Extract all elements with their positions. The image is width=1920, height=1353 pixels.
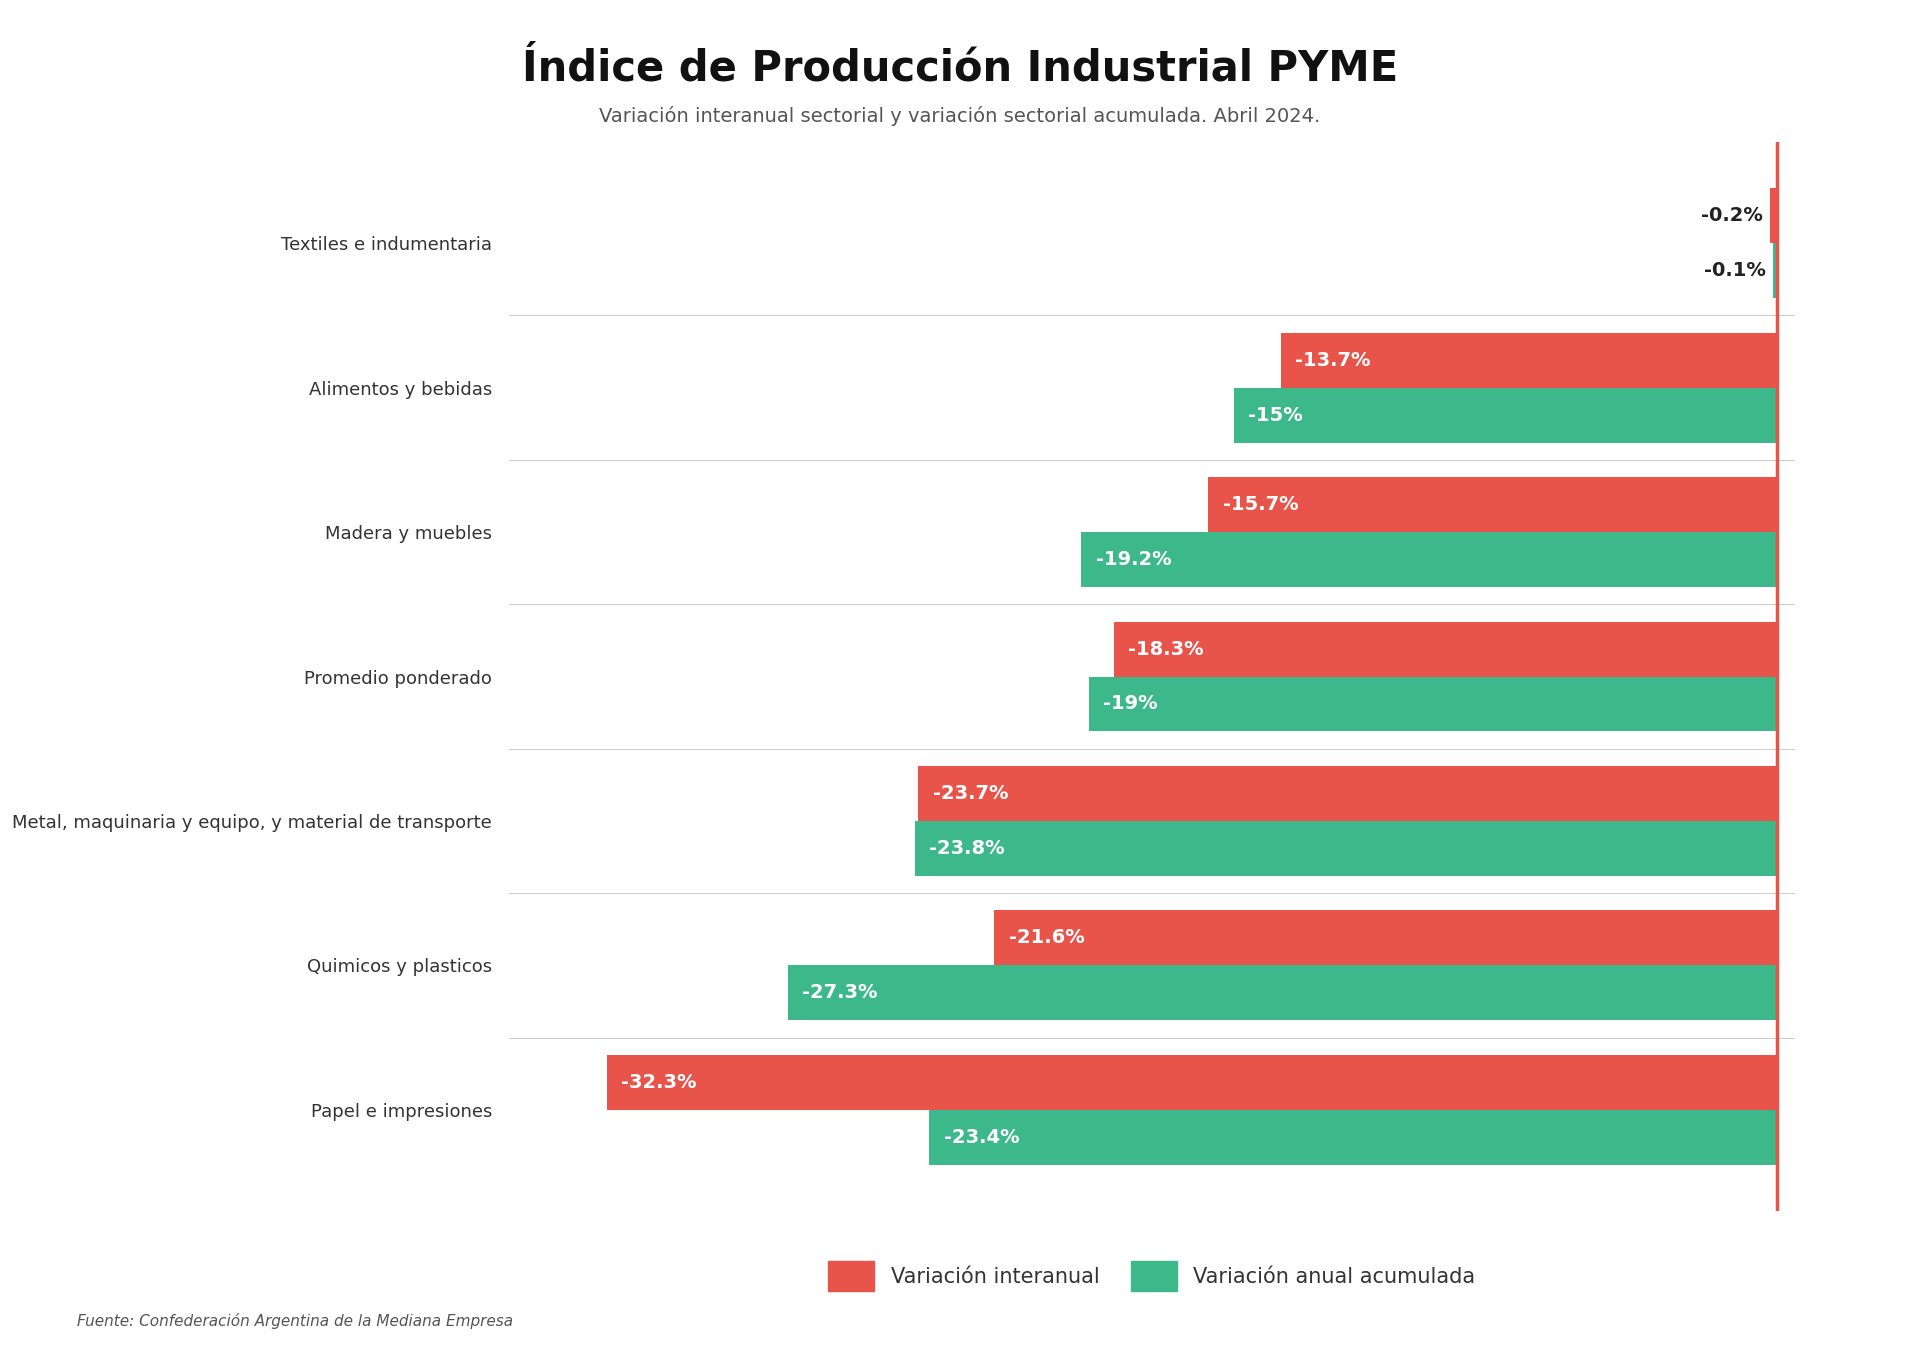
Bar — [1774, 244, 1778, 298]
Text: -23.8%: -23.8% — [929, 839, 1004, 858]
Bar — [1081, 532, 1778, 587]
Text: Índice de Producción Industrial PYME: Índice de Producción Industrial PYME — [522, 47, 1398, 89]
Text: -0.2%: -0.2% — [1701, 206, 1763, 225]
Text: -23.4%: -23.4% — [943, 1128, 1020, 1147]
Text: -15%: -15% — [1248, 406, 1304, 425]
Text: -13.7%: -13.7% — [1296, 350, 1371, 369]
Bar — [914, 821, 1778, 875]
Text: Variación interanual sectorial y variación sectorial acumulada. Abril 2024.: Variación interanual sectorial y variaci… — [599, 106, 1321, 126]
Bar — [929, 1109, 1778, 1165]
Bar — [1770, 188, 1778, 244]
Text: -32.3%: -32.3% — [622, 1073, 697, 1092]
Text: -19.2%: -19.2% — [1096, 551, 1171, 570]
Text: -0.1%: -0.1% — [1705, 261, 1766, 280]
Bar — [607, 1055, 1778, 1109]
Bar — [1208, 478, 1778, 532]
Bar — [1281, 333, 1778, 387]
Bar — [995, 911, 1778, 966]
Text: -27.3%: -27.3% — [803, 984, 877, 1003]
Bar — [1233, 387, 1778, 442]
Text: -23.7%: -23.7% — [933, 783, 1008, 802]
Text: -19%: -19% — [1104, 694, 1158, 713]
Legend: Variación interanual, Variación anual acumulada: Variación interanual, Variación anual ac… — [812, 1245, 1492, 1307]
Text: Fuente: Confederación Argentina de la Mediana Empresa: Fuente: Confederación Argentina de la Me… — [77, 1312, 513, 1329]
Text: -15.7%: -15.7% — [1223, 495, 1298, 514]
Bar — [787, 966, 1778, 1020]
Text: -21.6%: -21.6% — [1008, 928, 1085, 947]
Text: -18.3%: -18.3% — [1129, 640, 1204, 659]
Bar — [1114, 621, 1778, 676]
Bar — [918, 766, 1778, 821]
Bar — [1089, 676, 1778, 732]
